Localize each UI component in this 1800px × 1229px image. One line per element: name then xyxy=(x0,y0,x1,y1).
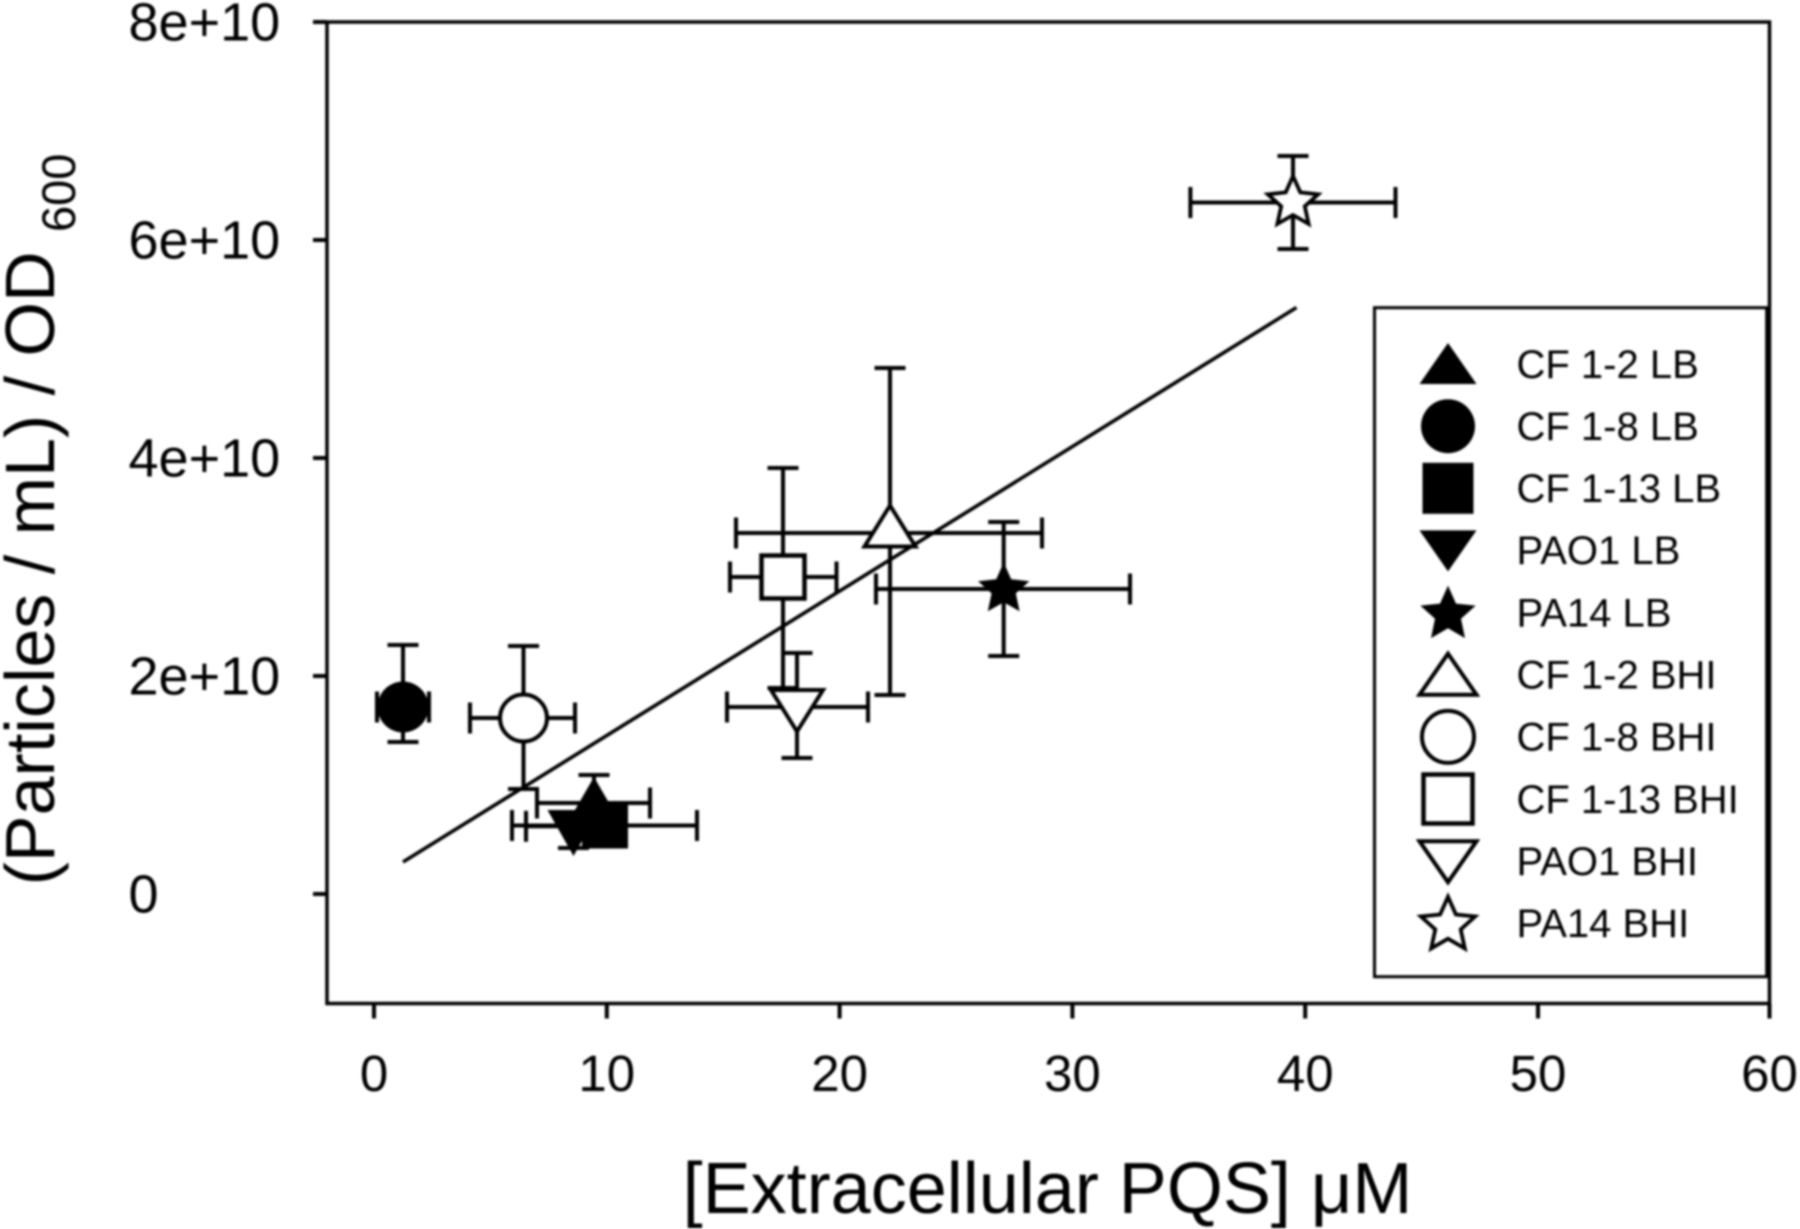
svg-text:0: 0 xyxy=(360,1045,388,1102)
svg-text:CF 1-2 BHI: CF 1-2 BHI xyxy=(1517,653,1717,697)
svg-text:PAO1 LB: PAO1 LB xyxy=(1517,529,1681,573)
svg-text:PA14 LB: PA14 LB xyxy=(1517,591,1672,635)
svg-text:2e+10: 2e+10 xyxy=(129,647,281,707)
svg-text:CF 1-13 BHI: CF 1-13 BHI xyxy=(1517,778,1739,822)
svg-text:50: 50 xyxy=(1510,1045,1567,1102)
svg-text:CF 1-13 LB: CF 1-13 LB xyxy=(1517,467,1722,511)
svg-text:CF 1-8 LB: CF 1-8 LB xyxy=(1517,405,1699,449)
svg-text:CF 1-8 BHI: CF 1-8 BHI xyxy=(1517,716,1717,760)
svg-text:60: 60 xyxy=(1741,1045,1798,1102)
svg-text:PA14 BHI: PA14 BHI xyxy=(1517,902,1690,946)
svg-text:[Extracellular PQS] μM: [Extracellular PQS] μM xyxy=(683,1149,1413,1229)
svg-text:10: 10 xyxy=(578,1045,635,1102)
svg-text:20: 20 xyxy=(811,1045,868,1102)
svg-text:6e+10: 6e+10 xyxy=(129,211,281,271)
svg-text:8e+10: 8e+10 xyxy=(129,0,281,53)
svg-text:PAO1 BHI: PAO1 BHI xyxy=(1517,840,1699,884)
svg-text:CF 1-2 LB: CF 1-2 LB xyxy=(1517,343,1699,387)
svg-text:0: 0 xyxy=(129,865,159,925)
svg-text:30: 30 xyxy=(1044,1045,1101,1102)
svg-text:40: 40 xyxy=(1277,1045,1334,1102)
svg-text:4e+10: 4e+10 xyxy=(129,429,281,489)
